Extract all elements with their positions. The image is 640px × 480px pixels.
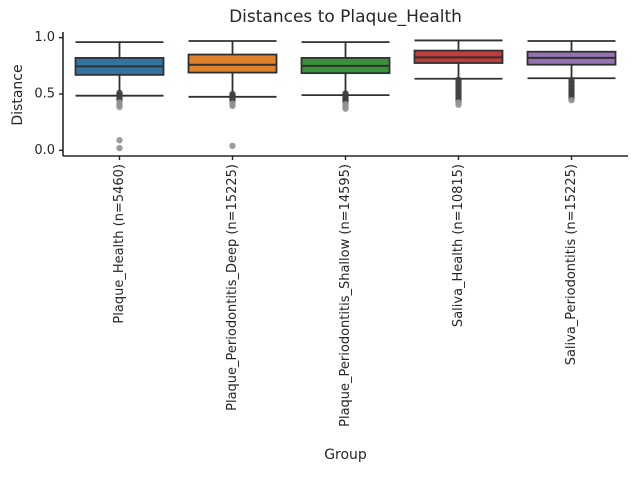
outlier-dot [116, 144, 123, 152]
outlier-dot [342, 105, 349, 112]
outlier-dot [229, 102, 236, 110]
y-tick-label: 1.0 [34, 30, 55, 45]
x-axis-label: Group [324, 447, 367, 463]
x-tick-label: Saliva_Health (n=10815) [451, 164, 466, 327]
chart-title: Distances to Plaque_Health [229, 7, 462, 27]
x-tick-label: Plaque_Periodontitis_Deep (n=15225) [225, 164, 240, 411]
x-tick-label: Plaque_Health (n=5460) [112, 164, 127, 324]
outlier-dot [568, 97, 575, 104]
outlier-dot [229, 142, 236, 150]
outlier-dot [455, 101, 462, 108]
y-tick-label: 0.5 [34, 87, 55, 102]
box [187, 53, 278, 74]
outlier-dot [116, 137, 123, 144]
outlier-dot [116, 103, 123, 111]
y-tick-label: 0.0 [34, 143, 55, 158]
x-tick-label: Saliva_Periodontitis (n=15225) [564, 164, 579, 365]
x-tick-label: Plaque_Periodontitis_Shallow (n=14595) [338, 164, 353, 427]
